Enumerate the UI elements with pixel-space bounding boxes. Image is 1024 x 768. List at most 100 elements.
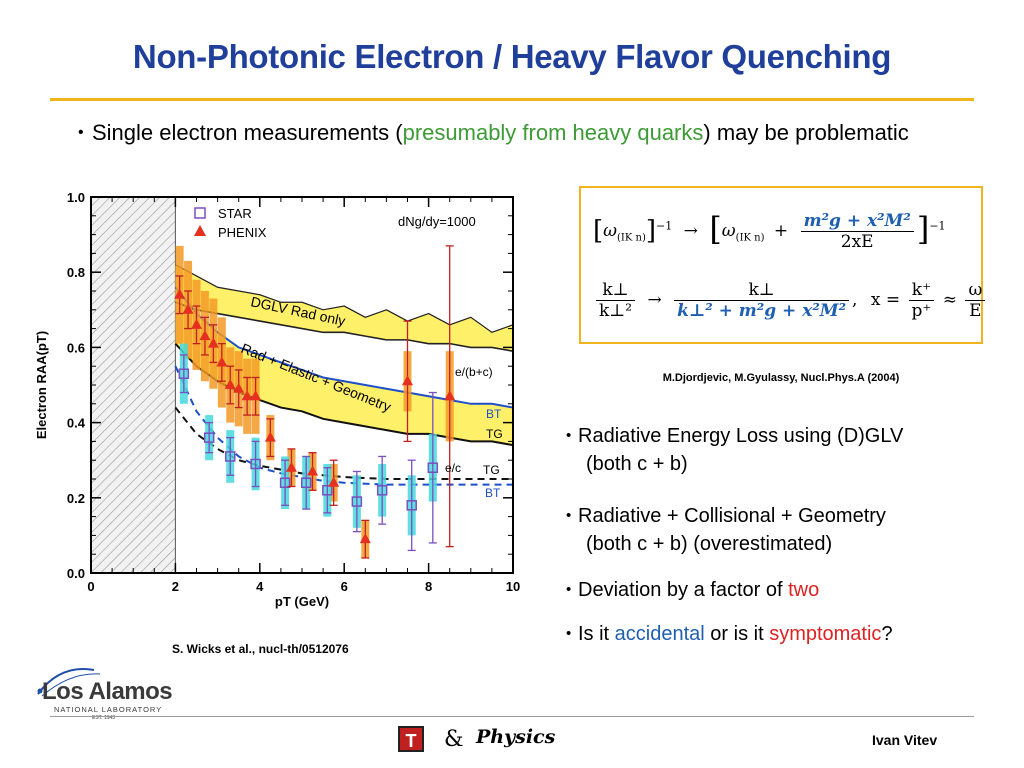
tg-upper-label: TG [486,427,503,441]
bullet-item-2: • Radiative + Collisional + Geometry [566,505,886,527]
x-fraction: k⁺ p⁺ [908,280,935,321]
omega-numerator: ω [965,280,986,301]
los-alamos-logo: Los Alamos NATIONAL LABORATORY EST. 1943 [30,660,200,721]
phenix-point [233,382,245,393]
bt-upper-label: BT [486,407,502,421]
y-tick-label: 0.6 [67,340,85,355]
momentum-fraction: k⊥ k⊥² [596,280,636,321]
massive-denominator: k⊥² + m²g + x²M² [677,301,847,321]
bullet-3-text: Deviation by a factor of [578,579,789,601]
bullet-item-3: • Deviation by a factor of two [566,579,820,601]
raa-chart: 0 2 4 6 8 10 0.0 0.2 0.4 0.6 0.8 1.0 STAR PHENIX dNg/… [34,190,520,609]
logo-subtitle: NATIONAL LABORATORY [54,705,163,714]
phenix-point [328,476,340,487]
star-point [300,477,312,489]
phenix-point [307,465,319,476]
bullet-4-text-2: or is it [704,623,770,645]
bullet-4-symptomatic: symptomatic [769,623,882,645]
arrow-row2: → [647,290,662,310]
x-denominator: p⁺ [911,301,932,321]
intro-text: Single electron measurements (presumably… [92,118,938,147]
bullet-1-line-1: Radiative Energy Loss using (D)GLV [578,425,904,447]
logo-text: Los Alamos [42,678,173,705]
bullet-4-accidental: accidental [614,623,705,645]
phenix-point [174,288,186,299]
star-point [427,462,439,473]
phenix-point [224,379,236,389]
x-tick-label: 0 [87,579,94,594]
energy-denominator: E [969,301,982,321]
intro-bullet: • Single electron measurements (presumab… [78,118,938,147]
mass-fraction: m²g + x²M² 2xE [800,211,914,252]
x-tick-label: 4 [256,579,264,594]
phenix-point [359,533,371,544]
dglv-upper-curve [175,264,514,334]
bullet-item-1: • Radiative Energy Loss using (D)GLV [566,425,904,447]
x-tick-label: 8 [425,579,432,594]
bullet-4-question: ? [881,623,893,645]
bullet-3-highlight: two [788,579,820,601]
bt-upper-curve [174,286,514,409]
legend-phenix-marker [194,225,206,236]
bullet-2-line-1: Radiative + Collisional + Geometry [578,505,886,527]
star-point [203,432,215,443]
bullet-item-4: • Is it accidental or is it symptomatic? [566,623,893,645]
star-point [376,485,388,496]
ampersand: & [444,727,464,752]
phenix-point [182,303,194,314]
star-point [279,477,291,489]
omega-symbol: ω [603,221,618,241]
formula-reference: M.Djordjevic, M.Gyulassy, Nucl.Phys.A (2… [662,372,900,384]
arrow: → [683,221,698,241]
x-equals: x = [870,290,901,310]
approx-sign: ≈ [942,290,958,310]
omega-subscript: (IK n) [617,232,646,244]
star-point [351,496,363,507]
mass-denominator: 2xE [840,232,874,252]
tg-lower-label: TG [483,463,500,477]
footer-rule [50,716,974,717]
bullet-1-line-2: (both c + b) [586,453,688,475]
chart-citation: S. Wicks et al., nucl-th/0512076 [172,642,349,656]
phenix-point [264,431,276,442]
x-tick-label: 6 [341,579,348,594]
y-tick-label: 0.2 [67,491,85,506]
logo-est: EST. 1943 [92,715,116,721]
star-point [406,500,417,511]
phenix-point [199,330,211,341]
formula-row-2: k⊥ k⊥² → k⊥ k⊥² + m²g + x²M², x = k⁺ p⁺ ≈ ω… [593,280,988,321]
phenix-point [250,390,262,401]
phenix-point [444,390,456,401]
omega-subscript-right: (IK n) [735,232,765,244]
title-underline [50,98,974,101]
legend-star-marker [194,207,206,219]
legend-phenix-label: PHENIX [218,225,267,240]
t-division-logo: T [398,726,424,752]
x-numerator: k⁺ [908,280,935,301]
intro-text-part1: Single electron measurements ( [92,120,403,145]
x-tick-label: 10 [506,579,520,594]
phenix-point [207,337,219,348]
mass-numerator: m²g + x²M² [800,211,914,232]
physics-logo-text: Physics [476,726,556,748]
phenix-point [241,390,253,401]
hatched-region [90,196,176,574]
massive-numerator: k⊥ [674,280,850,301]
legend-star-label: STAR [218,206,252,221]
author-name: Ivan Vitev [872,732,938,748]
y-axis-label: Electron RAA(pT) [34,331,49,439]
y-tick-label: 0.4 [67,416,86,431]
star-point [178,368,190,379]
formula-box: [ω(IK n)]−1 → [ω(IK n) + m²g + x²M² 2xE]−… [579,186,986,344]
bt-lower-label: BT [485,486,501,500]
slide-title: Non-Photonic Electron / Heavy Flavor Que… [132,38,892,75]
star-point [225,451,236,462]
bullet-4-text-1: Is it [578,623,615,645]
x-tick-label: 2 [172,579,179,594]
intro-text-highlight: presumably from heavy quarks [402,120,704,145]
y-tick-label: 0.8 [67,265,85,280]
y-tick-label: 1.0 [67,190,85,205]
rad-elastic-band [175,287,513,446]
dglv-band [175,264,513,352]
